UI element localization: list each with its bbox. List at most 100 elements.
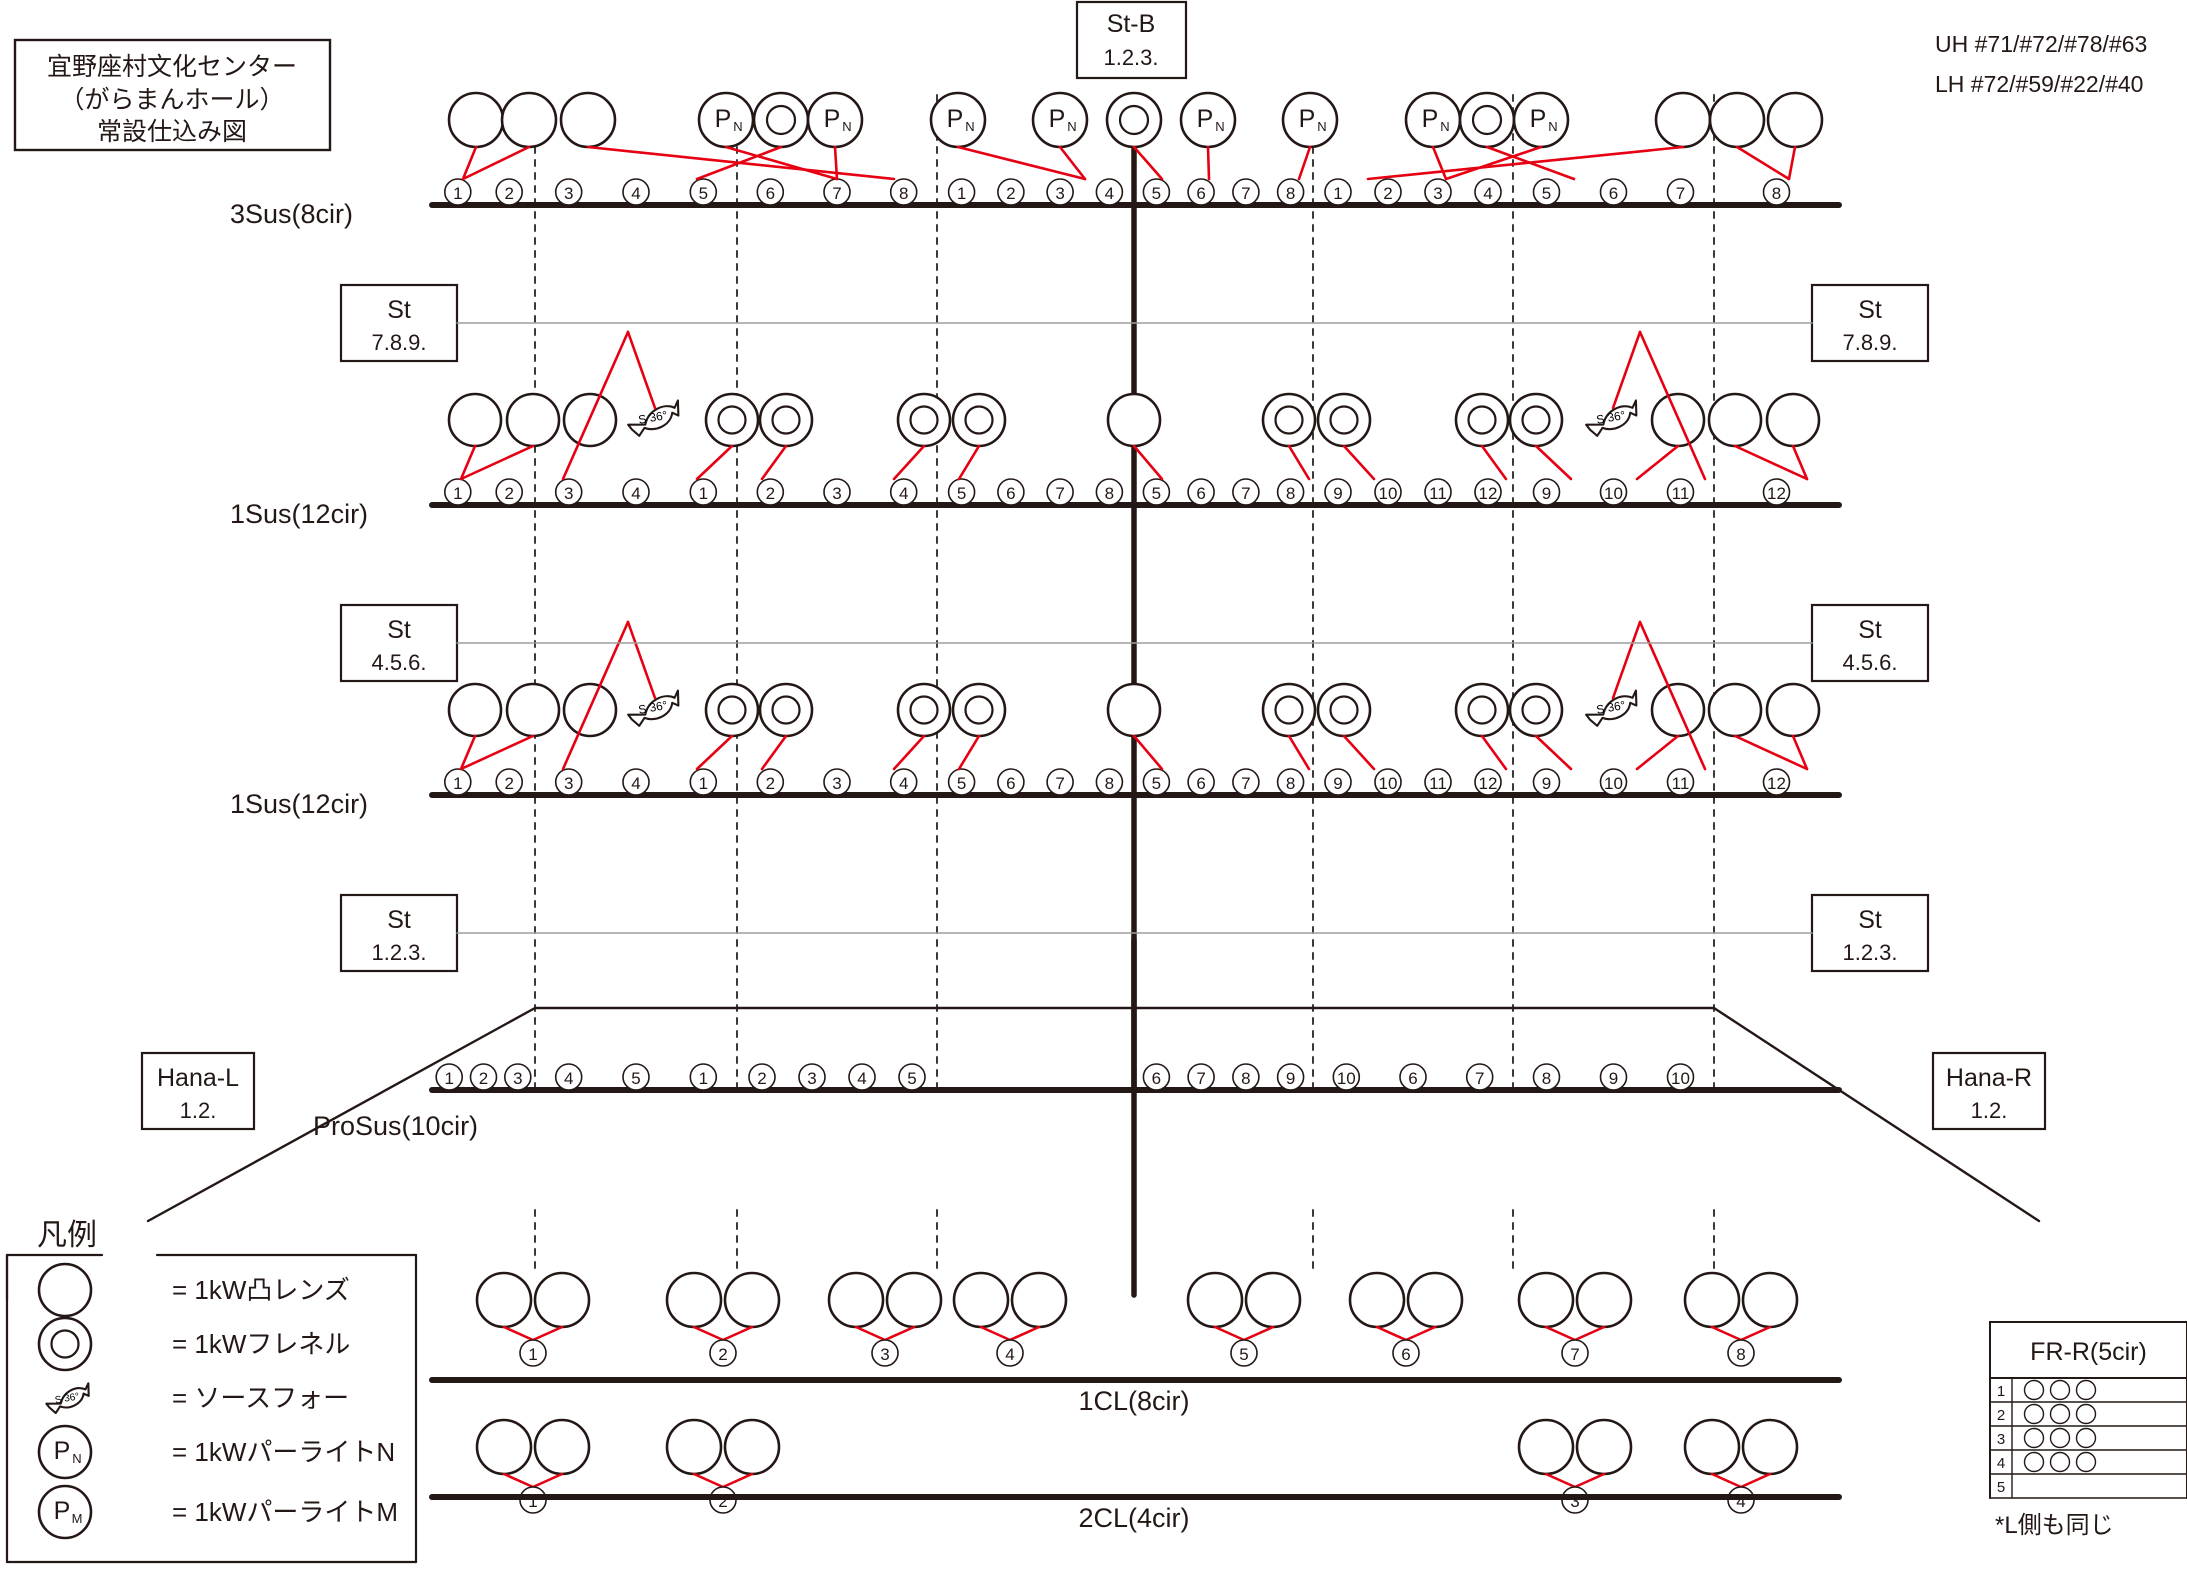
svg-text:11: 11 xyxy=(1672,484,1690,503)
svg-text:1CL(8cir): 1CL(8cir) xyxy=(1078,1386,1189,1416)
svg-text:7: 7 xyxy=(1676,184,1685,203)
svg-text:2: 2 xyxy=(766,774,775,793)
svg-text:4: 4 xyxy=(1997,1455,2005,1472)
svg-text:6: 6 xyxy=(1196,484,1205,503)
svg-text:1: 1 xyxy=(453,484,462,503)
svg-text:3: 3 xyxy=(564,484,573,503)
svg-text:3: 3 xyxy=(513,1069,522,1088)
svg-text:10: 10 xyxy=(1604,484,1623,503)
svg-text:1.2.3.: 1.2.3. xyxy=(1842,940,1897,965)
svg-text:5: 5 xyxy=(1239,1345,1248,1364)
svg-text:4.5.6.: 4.5.6. xyxy=(371,650,426,675)
svg-text:2: 2 xyxy=(1997,1407,2005,1424)
svg-text:4: 4 xyxy=(899,484,908,503)
svg-text:3: 3 xyxy=(1433,184,1442,203)
svg-text:9: 9 xyxy=(1286,1069,1295,1088)
svg-text:4: 4 xyxy=(631,184,640,203)
svg-text:9: 9 xyxy=(1542,484,1551,503)
svg-text:2: 2 xyxy=(757,1069,766,1088)
svg-text:1: 1 xyxy=(453,774,462,793)
svg-text:St-B: St-B xyxy=(1107,10,1156,38)
svg-text:凡例: 凡例 xyxy=(37,1219,97,1252)
svg-text:N: N xyxy=(965,119,974,134)
svg-text:9: 9 xyxy=(1333,774,1342,793)
svg-text:2: 2 xyxy=(766,484,775,503)
svg-text:7: 7 xyxy=(832,184,841,203)
svg-text:2: 2 xyxy=(504,184,513,203)
svg-text:8: 8 xyxy=(1105,484,1114,503)
svg-text:8: 8 xyxy=(1286,484,1295,503)
svg-text:1Sus(12cir): 1Sus(12cir) xyxy=(230,789,368,819)
svg-text:5: 5 xyxy=(907,1069,916,1088)
svg-text:6: 6 xyxy=(1401,1345,1410,1364)
svg-text:Hana-R: Hana-R xyxy=(1946,1064,2032,1092)
svg-text:12: 12 xyxy=(1767,484,1786,503)
svg-text:4: 4 xyxy=(564,1069,573,1088)
svg-text:= 1kWフレネル: = 1kWフレネル xyxy=(172,1329,350,1359)
svg-text:6: 6 xyxy=(1408,1069,1417,1088)
svg-text:1.2.: 1.2. xyxy=(1971,1098,2008,1123)
svg-text:P: P xyxy=(715,105,732,133)
svg-text:7: 7 xyxy=(1241,484,1250,503)
svg-text:5: 5 xyxy=(631,1069,640,1088)
svg-text:LH #72/#59/#22/#40: LH #72/#59/#22/#40 xyxy=(1935,71,2143,97)
svg-text:P: P xyxy=(1049,105,1066,133)
svg-text:3: 3 xyxy=(564,774,573,793)
svg-text:N: N xyxy=(1548,119,1557,134)
svg-text:2: 2 xyxy=(504,484,513,503)
svg-text:5: 5 xyxy=(1542,184,1551,203)
svg-text:6: 6 xyxy=(766,184,775,203)
svg-text:8: 8 xyxy=(1286,184,1295,203)
svg-text:6: 6 xyxy=(1006,774,1015,793)
svg-text:12: 12 xyxy=(1767,774,1786,793)
svg-text:9: 9 xyxy=(1542,774,1551,793)
svg-text:常設仕込み図: 常設仕込み図 xyxy=(97,118,247,146)
svg-text:7.8.9.: 7.8.9. xyxy=(371,330,426,355)
svg-text:1: 1 xyxy=(444,1069,453,1088)
svg-text:N: N xyxy=(733,119,742,134)
svg-text:12: 12 xyxy=(1479,484,1498,503)
svg-text:St: St xyxy=(387,616,411,644)
svg-text:3: 3 xyxy=(832,774,841,793)
svg-text:P: P xyxy=(1530,105,1547,133)
svg-text:P: P xyxy=(54,1497,71,1525)
svg-text:9: 9 xyxy=(1333,484,1342,503)
svg-text:1: 1 xyxy=(1997,1383,2005,1400)
svg-text:N: N xyxy=(1215,119,1224,134)
svg-text:= 1kWパーライトN: = 1kWパーライトN xyxy=(172,1437,395,1467)
svg-text:5: 5 xyxy=(1997,1479,2005,1496)
svg-text:P: P xyxy=(947,105,964,133)
svg-text:1Sus(12cir): 1Sus(12cir) xyxy=(230,499,368,529)
svg-text:12: 12 xyxy=(1479,774,1498,793)
svg-text:6: 6 xyxy=(1152,1069,1161,1088)
svg-text:2: 2 xyxy=(718,1345,727,1364)
svg-text:4: 4 xyxy=(857,1069,866,1088)
svg-text:3: 3 xyxy=(832,484,841,503)
svg-text:8: 8 xyxy=(899,184,908,203)
svg-text:1.2.3.: 1.2.3. xyxy=(1103,45,1158,70)
svg-text:4: 4 xyxy=(631,774,640,793)
svg-text:P: P xyxy=(1197,105,1214,133)
svg-text:Hana-L: Hana-L xyxy=(157,1064,239,1092)
svg-text:2: 2 xyxy=(1006,184,1015,203)
svg-text:= 1kW凸レンズ: = 1kW凸レンズ xyxy=(172,1275,350,1305)
svg-text:5: 5 xyxy=(1152,774,1161,793)
svg-text:5: 5 xyxy=(1152,184,1161,203)
svg-text:N: N xyxy=(1440,119,1449,134)
svg-text:1.2.3.: 1.2.3. xyxy=(371,940,426,965)
svg-text:7: 7 xyxy=(1570,1345,1579,1364)
svg-text:= ソースフォー: = ソースフォー xyxy=(172,1383,349,1413)
svg-text:1: 1 xyxy=(528,1345,537,1364)
svg-text:5: 5 xyxy=(957,774,966,793)
svg-text:P: P xyxy=(824,105,841,133)
svg-text:宜野座村文化センター: 宜野座村文化センター xyxy=(47,53,297,81)
svg-text:10: 10 xyxy=(1337,1069,1356,1088)
svg-text:P: P xyxy=(54,1437,71,1465)
svg-text:10: 10 xyxy=(1379,484,1398,503)
svg-text:2: 2 xyxy=(479,1069,488,1088)
svg-text:UH #71/#72/#78/#63: UH #71/#72/#78/#63 xyxy=(1935,31,2147,57)
svg-text:M: M xyxy=(72,1511,83,1526)
svg-text:1: 1 xyxy=(699,1069,708,1088)
svg-text:3: 3 xyxy=(1997,1431,2005,1448)
svg-text:1: 1 xyxy=(957,184,966,203)
